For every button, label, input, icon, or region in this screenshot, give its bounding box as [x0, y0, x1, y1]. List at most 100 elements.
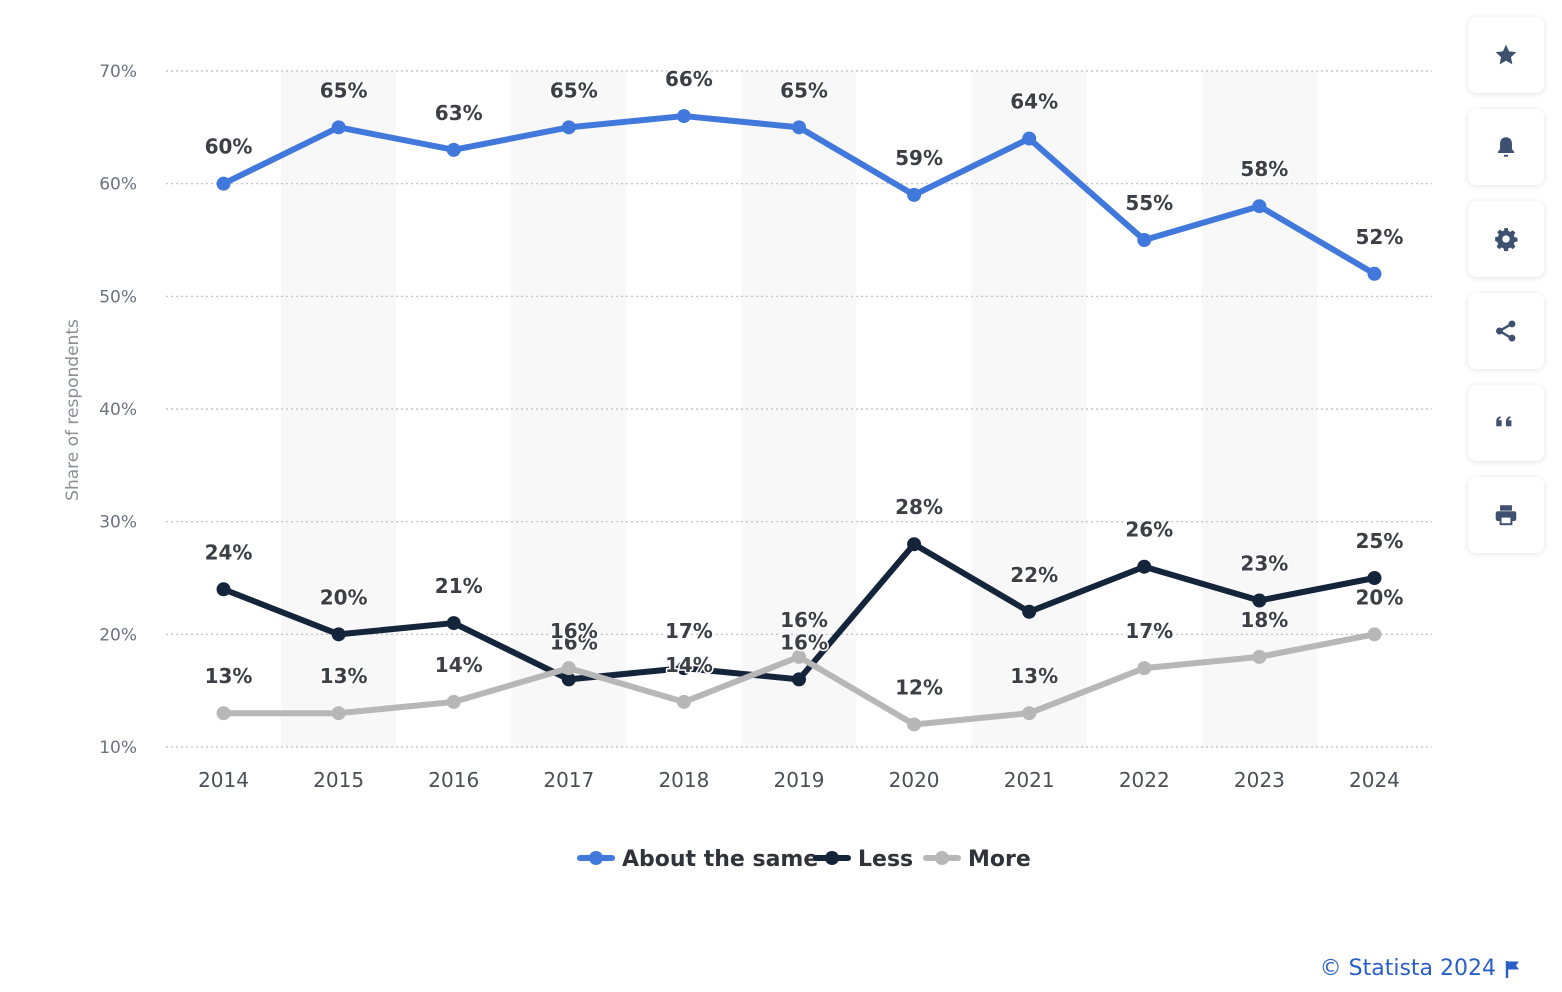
data-label: 64%	[1010, 90, 1058, 114]
data-label: 65%	[320, 78, 368, 102]
x-tick-label: 2015	[313, 768, 364, 792]
y-tick-label: 70%	[99, 62, 137, 82]
data-point[interactable]	[216, 176, 231, 191]
statista-credit-link[interactable]: © Statista 2024	[1319, 956, 1496, 981]
data-label: 52%	[1356, 225, 1404, 249]
settings-button[interactable]	[1468, 201, 1544, 277]
data-point[interactable]	[331, 120, 346, 135]
data-point[interactable]	[792, 672, 806, 687]
gear-icon	[1495, 228, 1518, 252]
data-point[interactable]	[331, 706, 346, 721]
data-label: 25%	[1356, 529, 1404, 553]
data-point[interactable]	[676, 694, 691, 709]
share-button[interactable]	[1468, 293, 1544, 369]
data-point[interactable]	[907, 187, 922, 202]
bell-icon	[1497, 137, 1515, 157]
data-point[interactable]	[792, 120, 806, 135]
x-tick-label: 2016	[428, 768, 479, 792]
data-point[interactable]	[1252, 649, 1267, 664]
data-point[interactable]	[216, 706, 231, 721]
data-point[interactable]	[216, 582, 231, 597]
favorite-button[interactable]	[1468, 17, 1544, 93]
data-point[interactable]	[1137, 233, 1152, 247]
legend-swatch-marker	[935, 851, 949, 865]
data-point[interactable]	[676, 661, 691, 676]
data-point[interactable]	[792, 649, 806, 664]
data-label: 18%	[1240, 608, 1288, 632]
data-point[interactable]	[1367, 571, 1382, 585]
data-label: 28%	[895, 495, 943, 519]
y-tick-label: 20%	[99, 625, 137, 645]
data-label: 55%	[1125, 191, 1173, 215]
y-axis-label: Share of respondents	[63, 319, 83, 501]
data-point[interactable]	[1022, 706, 1037, 721]
data-label: 17%	[665, 619, 713, 643]
data-point[interactable]	[1022, 131, 1037, 146]
x-axis-ticks: 2014 2015 2016 2017 2018 2019 2020 2021 2022 2023…	[198, 768, 1400, 792]
data-point[interactable]	[1252, 199, 1267, 214]
x-tick-label: 2024	[1349, 768, 1400, 792]
credit-line: © Statista 2024	[1320, 956, 1522, 981]
data-label: 13%	[320, 664, 368, 688]
data-label: 21%	[435, 574, 483, 598]
column-band	[281, 71, 397, 747]
data-label: 60%	[205, 135, 253, 159]
data-label: 14%	[665, 653, 713, 677]
data-label: 16%	[780, 608, 828, 632]
data-point[interactable]	[446, 142, 461, 157]
data-label: 17%	[1125, 619, 1173, 643]
data-point[interactable]	[446, 616, 461, 631]
y-tick-label: 10%	[99, 738, 137, 758]
notification-button[interactable]	[1468, 109, 1544, 185]
data-point[interactable]	[561, 120, 576, 135]
data-point[interactable]	[1137, 661, 1152, 676]
legend-swatch-marker	[825, 851, 839, 865]
data-label: 24%	[205, 540, 253, 564]
data-point[interactable]	[1252, 593, 1267, 608]
data-point[interactable]	[1367, 627, 1382, 642]
data-point[interactable]	[907, 717, 922, 732]
x-tick-label: 2019	[774, 768, 825, 792]
x-tick-label: 2017	[543, 768, 594, 792]
data-point[interactable]	[1022, 604, 1037, 619]
legend-item[interactable]: Less	[813, 847, 913, 872]
y-tick-label: 30%	[99, 513, 137, 533]
series-about-the-same	[216, 109, 1382, 281]
data-label: 65%	[780, 78, 828, 102]
x-tick-label: 2022	[1119, 768, 1170, 792]
data-point[interactable]	[1367, 266, 1382, 281]
print-button[interactable]	[1468, 477, 1544, 553]
data-point[interactable]	[907, 537, 922, 552]
data-point[interactable]	[1137, 559, 1152, 574]
legend: About the same Less More	[577, 847, 1031, 872]
y-tick-label: 60%	[99, 175, 137, 195]
x-tick-label: 2014	[198, 768, 249, 792]
flag-icon[interactable]	[1504, 959, 1522, 979]
data-point[interactable]	[561, 661, 576, 676]
legend-item[interactable]: More	[923, 847, 1031, 872]
data-point[interactable]	[331, 627, 346, 642]
print-icon	[1495, 505, 1517, 526]
data-label: 16%	[780, 630, 828, 654]
data-point[interactable]	[446, 694, 461, 709]
x-tick-label: 2023	[1234, 768, 1285, 792]
legend-item[interactable]: About the same	[577, 847, 818, 872]
data-label: 20%	[320, 585, 368, 609]
data-label: 13%	[1010, 664, 1058, 688]
share-icon	[1496, 320, 1516, 342]
data-point[interactable]	[676, 109, 691, 124]
series-more	[216, 627, 1382, 732]
star-icon	[1495, 44, 1517, 65]
series-less	[216, 537, 1382, 687]
data-label: 22%	[1010, 563, 1058, 587]
data-label: 66%	[665, 67, 713, 91]
cite-button[interactable]	[1468, 385, 1544, 461]
data-labels-layer: 60% 65% 63% 65% 66% 65% 59% 64% 55% 58% 52% 24% 20% 2…	[203, 66, 1405, 701]
data-point[interactable]	[561, 672, 576, 687]
data-label: 63%	[435, 101, 483, 125]
x-tick-label: 2020	[889, 768, 940, 792]
data-label: 16%	[550, 630, 598, 654]
side-toolbar	[1468, 17, 1544, 569]
line-chart: 10%20%30%40%50%60%70% 2014 2015 2016 2017 20…	[63, 62, 1432, 872]
legend-swatch-marker	[589, 851, 603, 865]
